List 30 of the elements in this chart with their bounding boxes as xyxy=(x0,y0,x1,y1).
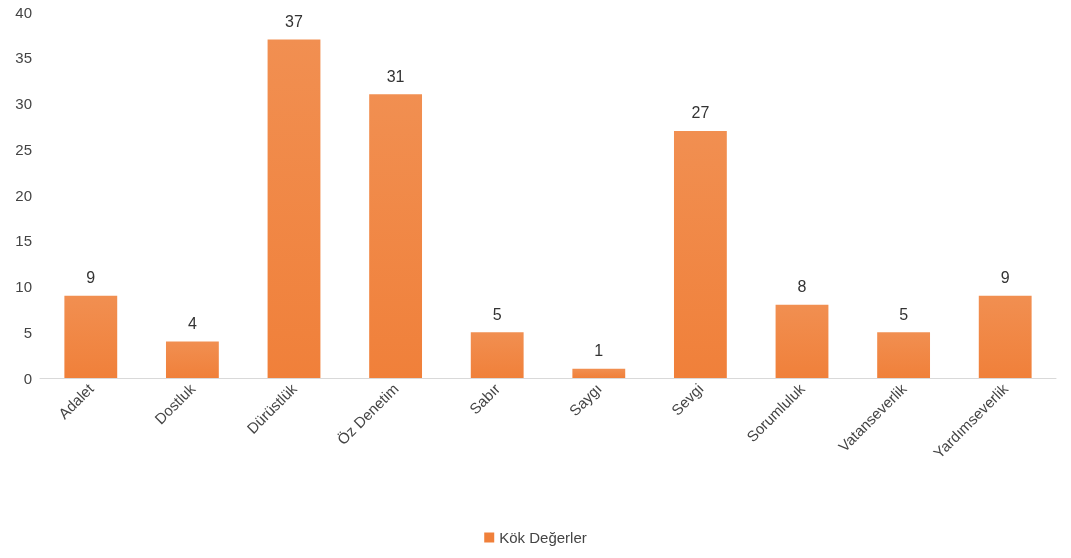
y-tick-label: 25 xyxy=(15,140,32,158)
y-tick-label: 30 xyxy=(15,95,32,112)
bar xyxy=(877,332,931,378)
data-label: 31 xyxy=(386,67,405,85)
bar xyxy=(470,332,524,378)
bar xyxy=(369,94,423,378)
y-tick-label: 5 xyxy=(23,323,32,341)
bar xyxy=(775,304,829,378)
data-label: 4 xyxy=(187,314,197,332)
data-label: 8 xyxy=(797,278,807,296)
data-label: 37 xyxy=(285,12,303,30)
y-tick-label: 0 xyxy=(23,369,32,387)
legend-label: Kök Değerler xyxy=(499,529,587,546)
y-tick-label: 40 xyxy=(15,3,32,21)
y-tick-label: 10 xyxy=(15,278,32,295)
data-label: 9 xyxy=(86,269,96,287)
y-tick-label: 15 xyxy=(15,232,32,250)
bar xyxy=(64,295,118,378)
bar xyxy=(572,368,626,378)
bar xyxy=(165,341,219,378)
data-label: 9 xyxy=(1000,269,1010,287)
data-label: 27 xyxy=(691,104,710,122)
bar xyxy=(267,39,321,378)
y-tick-label: 20 xyxy=(15,186,32,204)
bar xyxy=(673,130,727,378)
y-tick-label: 35 xyxy=(15,49,32,67)
data-label: 5 xyxy=(492,305,502,323)
data-label: 1 xyxy=(594,342,604,360)
data-label: 5 xyxy=(899,305,909,323)
bar xyxy=(978,295,1032,378)
